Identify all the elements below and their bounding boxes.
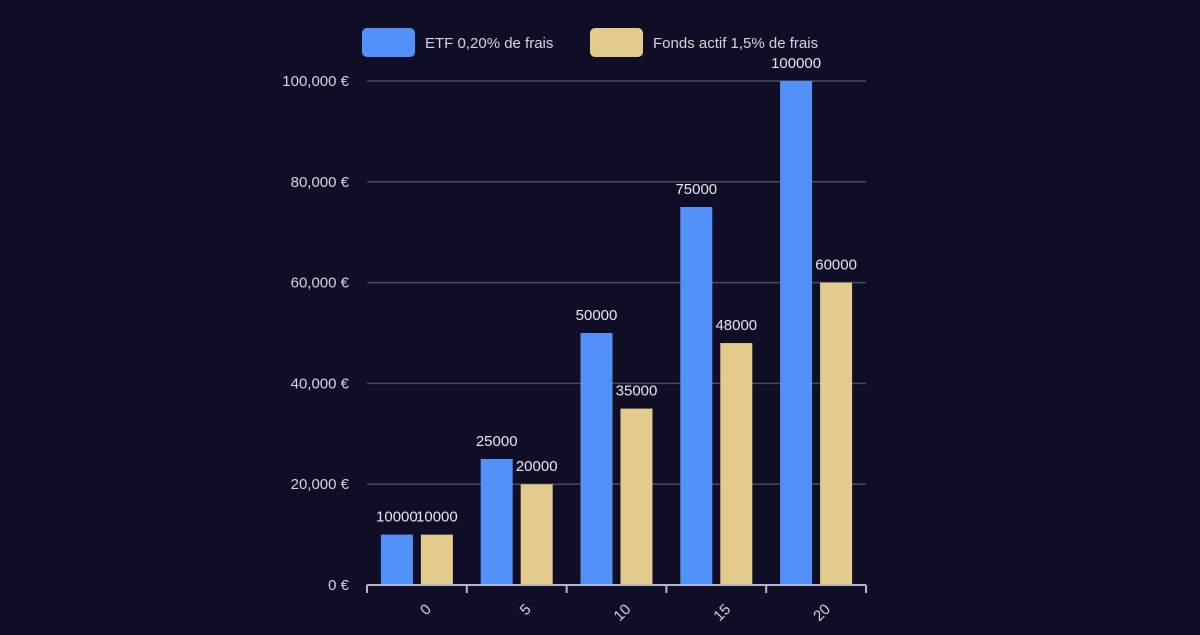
x-axis: 0 5 10 15 20 <box>366 584 867 625</box>
y-tick-label: 100,000 € <box>282 73 349 90</box>
bar-fonds-actif <box>720 343 753 585</box>
data-label: 35000 <box>616 383 658 400</box>
y-axis: 0 € 20,000 € 40,000 € 60,000 € 80,000 € 100,0… <box>282 73 349 594</box>
legend-swatch <box>362 28 415 57</box>
legend[interactable]: ETF 0,20% de frais Fonds actif 1,5% de fr… <box>362 28 818 57</box>
x-tick-label: 10 <box>611 601 635 625</box>
y-tick-label: 20,000 € <box>291 476 350 493</box>
y-tick-label: 40,000 € <box>291 375 350 392</box>
x-tick-label: 20 <box>810 601 834 625</box>
bar-etf <box>680 207 713 585</box>
data-label: 10000 <box>376 509 418 526</box>
x-tick-label: 0 <box>417 601 435 619</box>
data-label: 48000 <box>715 317 757 334</box>
x-tick-label: 15 <box>710 601 734 625</box>
bars <box>380 81 853 585</box>
bar-fonds-actif <box>820 282 853 585</box>
legend-swatch <box>590 28 643 57</box>
x-tick-label: 5 <box>517 601 535 619</box>
y-tick-label: 60,000 € <box>291 275 350 292</box>
data-label: 25000 <box>476 433 518 450</box>
bar-fonds-actif <box>620 408 653 585</box>
bar-etf <box>480 459 513 585</box>
bar-fonds-actif <box>520 484 553 585</box>
y-tick-label: 0 € <box>328 577 350 594</box>
data-label: 10000 <box>416 509 458 526</box>
data-label: 100000 <box>771 55 821 72</box>
bar-etf <box>780 81 813 585</box>
bar-etf <box>380 534 413 585</box>
data-label: 75000 <box>675 181 717 198</box>
legend-label: ETF 0,20% de frais <box>425 35 553 52</box>
data-label: 50000 <box>576 307 618 324</box>
bar-fonds-actif <box>420 534 453 585</box>
y-tick-label: 80,000 € <box>291 174 350 191</box>
data-label: 60000 <box>815 257 857 274</box>
bar-etf <box>580 333 613 585</box>
data-label: 20000 <box>516 458 558 475</box>
legend-label: Fonds actif 1,5% de frais <box>653 35 818 52</box>
